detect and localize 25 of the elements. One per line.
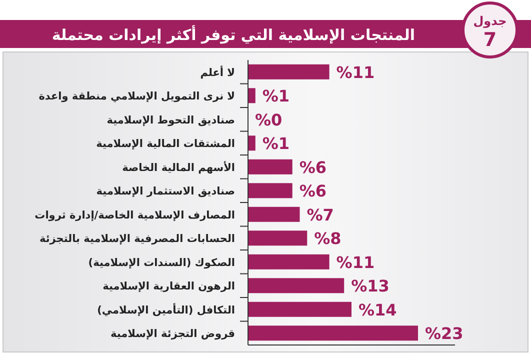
data-label: %23 bbox=[425, 324, 464, 344]
y-tick-label: قروض التجزئة الإسلامية bbox=[110, 328, 236, 340]
data-label: %1 bbox=[262, 86, 290, 106]
y-tick-label: المشتقات المالية الإسلامية bbox=[96, 138, 235, 150]
data-label: %6 bbox=[299, 182, 327, 201]
y-tick-label: المصارف الإسلامية الخاصة/إدارة ثروات bbox=[34, 209, 235, 222]
data-label: %11 bbox=[336, 252, 375, 272]
data-label: %1 bbox=[262, 134, 290, 154]
y-tick-label: الأسهم المالية الخاصة bbox=[122, 160, 235, 174]
y-tick-label: الرهون العقارية الإسلامية bbox=[102, 280, 235, 293]
y-tick-label: الحسابات المصرفية الإسلامية بالتجزئة bbox=[39, 233, 235, 246]
data-label: %14 bbox=[358, 300, 397, 320]
y-tick-label: صناديق التحوط الإسلامية bbox=[106, 114, 235, 126]
data-label: %6 bbox=[299, 158, 327, 177]
y-tick-label: لا أعلم bbox=[200, 64, 235, 79]
data-label: %13 bbox=[351, 276, 390, 296]
y-tick-label: لا نرى التمويل الإسلامي منطقة واعدة bbox=[38, 90, 235, 103]
y-tick-label: التكافل (التأمين الإسلامي) bbox=[97, 302, 235, 316]
y-tick-label: الصكوك (السندات الإسلامية) bbox=[88, 256, 235, 269]
data-label: %11 bbox=[336, 62, 375, 82]
data-label: %8 bbox=[314, 229, 342, 248]
y-tick-label: صناديق الاستثمار الإسلامية bbox=[96, 186, 235, 198]
data-label: %7 bbox=[306, 205, 334, 224]
data-label: %0 bbox=[255, 110, 282, 130]
chart-title: المنتجات الإسلامية التي توفر أكثر إيرادات محتملة bbox=[52, 25, 415, 44]
